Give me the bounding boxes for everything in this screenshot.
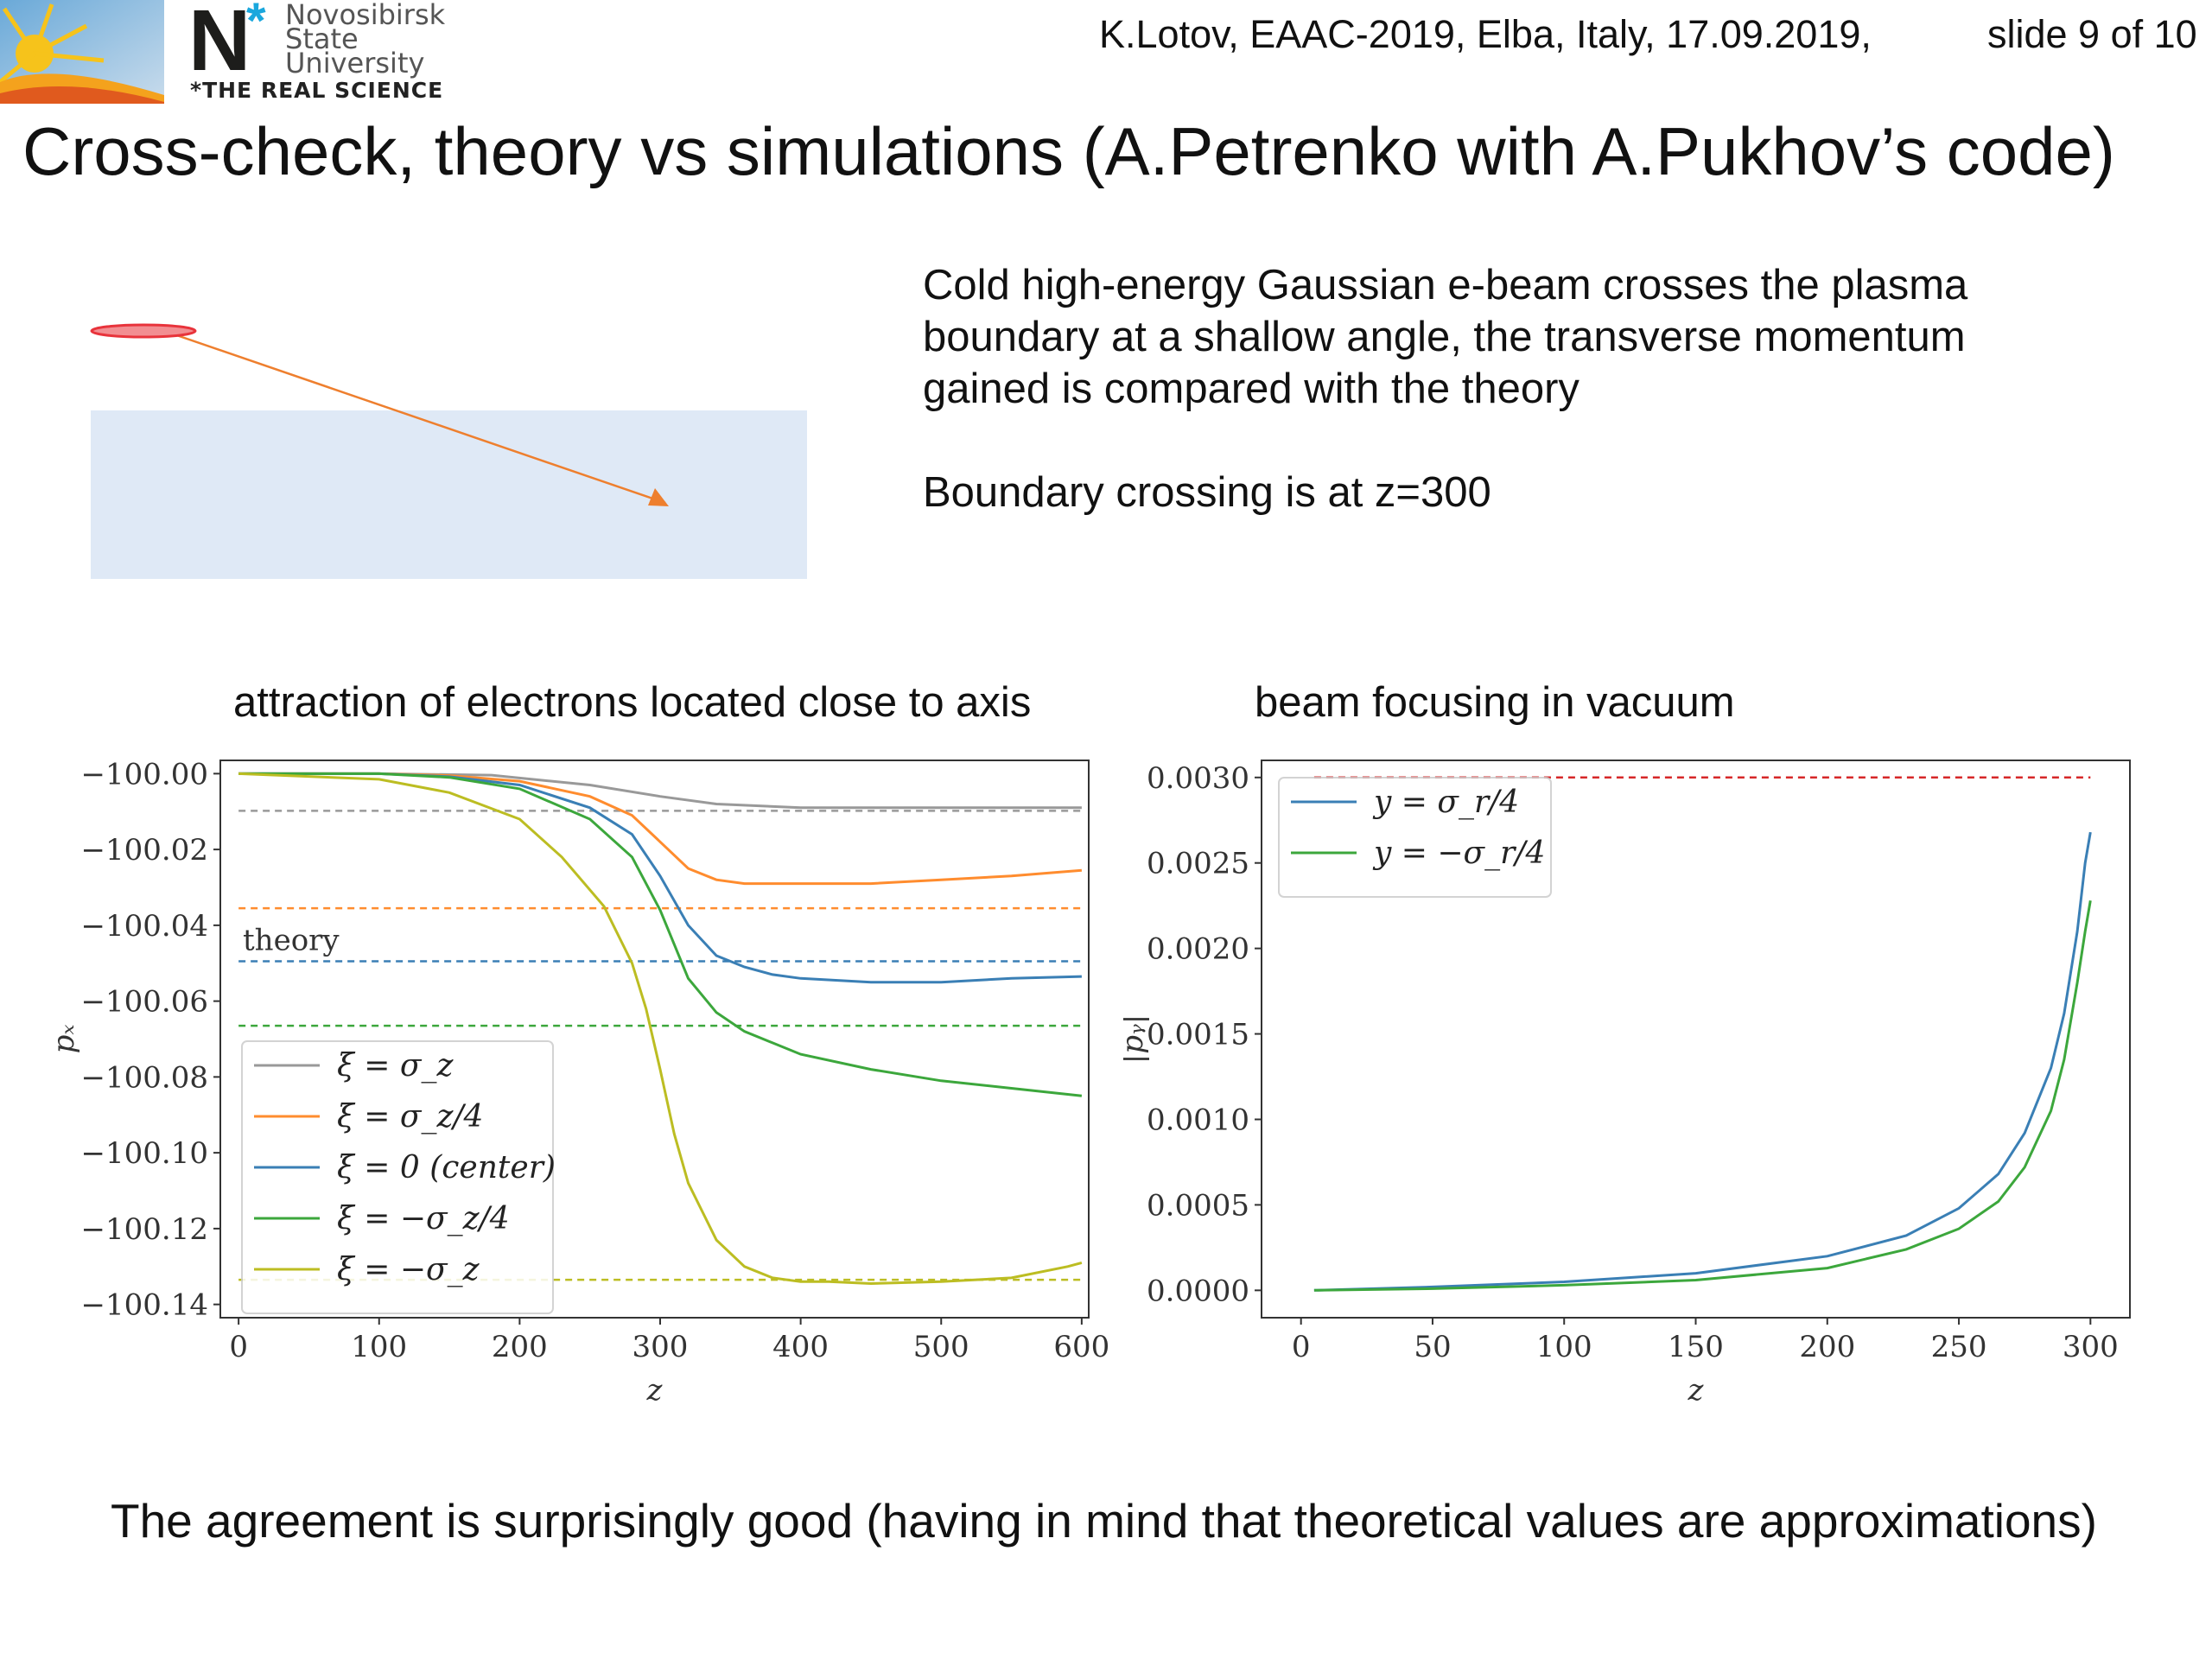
plasma-region <box>91 410 807 579</box>
legend-label: ξ = σ_z <box>337 1048 454 1084</box>
y-tick-label: −100.06 <box>81 985 208 1020</box>
legend-label: ξ = σ_z/4 <box>337 1099 483 1135</box>
description-line-4: Boundary crossing is at z=300 <box>923 469 1491 516</box>
description-line-2: boundary at a shallow angle, the transve… <box>923 314 1966 360</box>
y-tick-label: −100.10 <box>81 1136 208 1171</box>
electron-beam <box>90 323 197 339</box>
arrow-head <box>648 488 669 506</box>
theory-annotation: theory <box>243 923 340 957</box>
beam-schematic <box>90 323 807 579</box>
px-chart: 0 100 200 300 400 500 600 −100.00 −100.02 −100.04… <box>47 757 1109 1408</box>
slide-title: Cross-check, theory vs simulations (A.Pe… <box>22 113 2115 189</box>
y-tick-label: −100.04 <box>81 909 208 944</box>
x-axis-label: z <box>1688 1373 1705 1408</box>
legend-box <box>241 1040 554 1314</box>
y-tick-label: −100.12 <box>81 1212 208 1247</box>
description-line-1: Cold high-energy Gaussian e-beam crosses… <box>923 262 1968 308</box>
x-axis-label: z <box>646 1373 664 1408</box>
y-tick-label: −100.08 <box>81 1060 208 1095</box>
y-tick-label: 0.0020 <box>1147 932 1249 967</box>
y-axis-label: |pᵧ| <box>1123 1014 1150 1064</box>
x-tick-label: 500 <box>913 1330 969 1364</box>
logo-text-line-1: Novosibirsk <box>285 0 446 31</box>
conclusion-text: The agreement is surprisingly good (havi… <box>111 1494 2097 1548</box>
x-tick-label: 150 <box>1668 1330 1724 1364</box>
x-tick-label: 100 <box>351 1330 407 1364</box>
y-tick-label: 0.0030 <box>1147 761 1249 796</box>
logo-star-icon: * <box>246 0 266 49</box>
y-tick-label: 0.0005 <box>1147 1188 1249 1223</box>
y-tick-label: −100.00 <box>81 757 208 791</box>
x-tick-label: 600 <box>1053 1330 1109 1364</box>
y-tick-label: 0.0000 <box>1147 1274 1249 1308</box>
logo-text-line-2: State <box>285 22 359 55</box>
description-line-3: gained is compared with the theory <box>923 365 1580 412</box>
legend-box <box>1278 777 1552 898</box>
x-tick-label: 50 <box>1414 1330 1451 1364</box>
series-line-1 <box>1313 899 2092 1292</box>
logo-motto: *THE REAL SCIENCE <box>190 78 444 103</box>
university-logo-sun <box>0 0 164 104</box>
series-line-1 <box>238 772 1083 886</box>
left-chart-title: attraction of electrons located close to… <box>233 679 1032 726</box>
beam-trajectory-arrow <box>163 329 666 505</box>
x-tick-label: 0 <box>1292 1330 1311 1364</box>
x-tick-label: 0 <box>229 1330 248 1364</box>
x-tick-label: 300 <box>632 1330 689 1364</box>
logo-text-line-3: University <box>285 47 425 79</box>
legend-label: ξ = −σ_z <box>337 1252 480 1287</box>
x-tick-label: 400 <box>772 1330 829 1364</box>
x-tick-label: 100 <box>1536 1330 1592 1364</box>
legend-label: y = −σ_r/4 <box>1372 836 1545 871</box>
x-tick-label: 200 <box>492 1330 548 1364</box>
series-line-4 <box>238 772 1083 1286</box>
legend-label: ξ = 0 (center) <box>337 1150 556 1185</box>
series-line-3 <box>238 772 1083 1097</box>
right-chart-title: beam focusing in vacuum <box>1255 679 1735 726</box>
legend-label: ξ = −σ_z/4 <box>337 1201 510 1236</box>
x-tick-label: 250 <box>1931 1330 1987 1364</box>
y-tick-label: −100.14 <box>81 1288 208 1323</box>
y-tick-label: 0.0025 <box>1147 847 1249 881</box>
slide-number: slide 9 of 10 <box>1987 12 2197 56</box>
y-axis-label: pₓ <box>47 1025 81 1054</box>
series-line-2 <box>238 772 1082 984</box>
y-tick-label: 0.0015 <box>1147 1018 1249 1052</box>
series-line-0 <box>1313 831 2092 1292</box>
legend-label: y = σ_r/4 <box>1372 785 1519 820</box>
py-chart: 0 50 100 150 200 250 300 0.0000 0.0005 0.0010 0.00… <box>1123 760 2131 1408</box>
logo-letter: N <box>188 0 251 89</box>
y-tick-label: 0.0010 <box>1147 1103 1249 1137</box>
x-tick-label: 300 <box>2063 1330 2119 1364</box>
y-tick-label: −100.02 <box>81 833 208 868</box>
x-tick-label: 200 <box>1799 1330 1855 1364</box>
header-info: K.Lotov, EAAC-2019, Elba, Italy, 17.09.2… <box>1099 12 1872 56</box>
